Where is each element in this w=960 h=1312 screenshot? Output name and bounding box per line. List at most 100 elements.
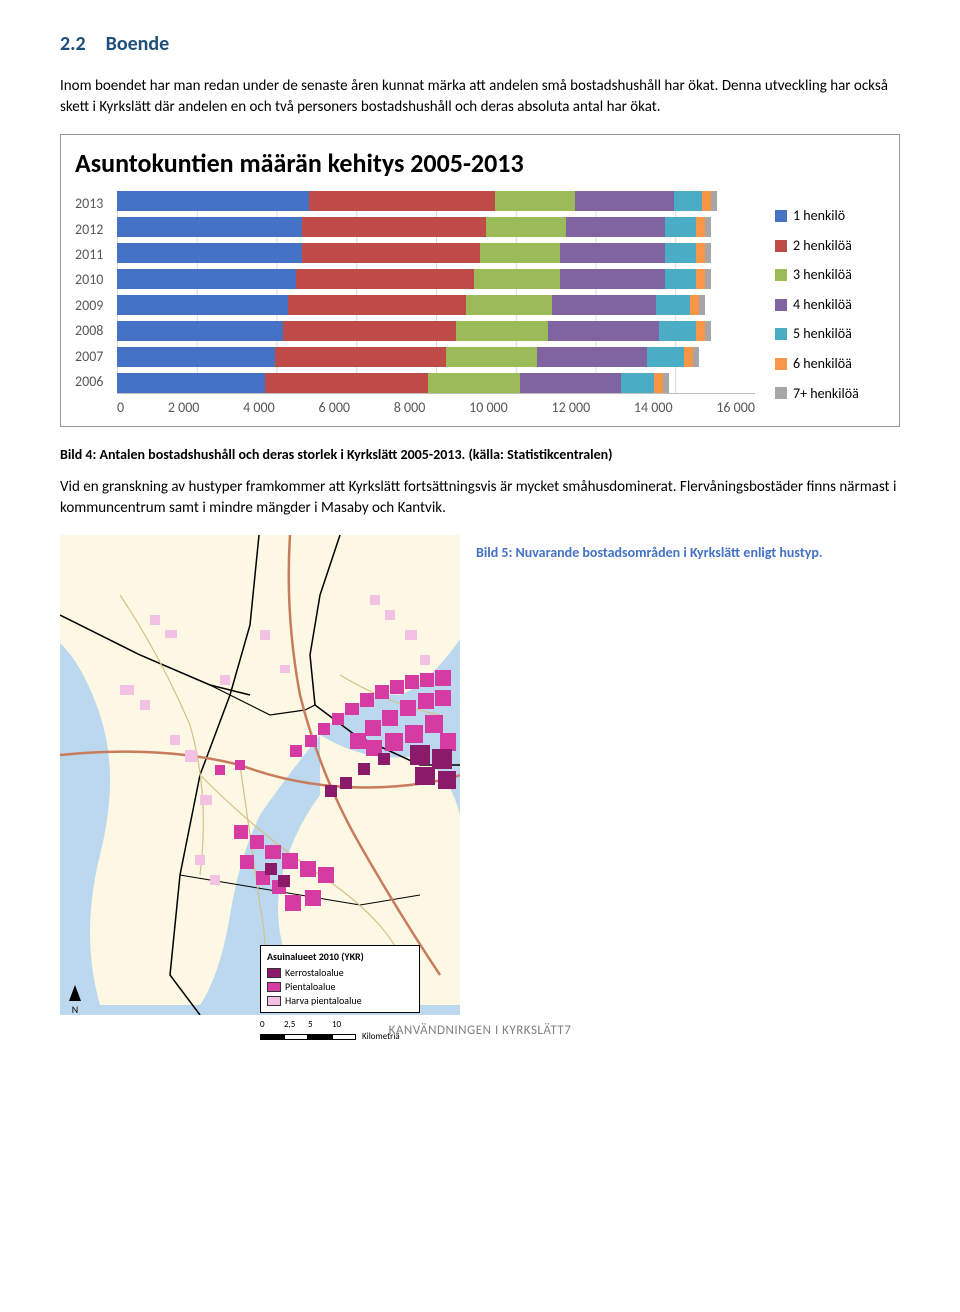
- bar-segment: [696, 321, 705, 341]
- bar-segment: [283, 321, 455, 341]
- bar-segment: [480, 243, 560, 263]
- bar-row: [117, 321, 733, 341]
- bar-segment: [302, 217, 487, 237]
- map-legend: Asuinalueet 2010 (YKR) KerrostaloaluePie…: [260, 945, 420, 1013]
- chart-title: Asuntokuntien määrän kehitys 2005-2013: [75, 145, 885, 181]
- bar-segment: [705, 269, 711, 289]
- chart-y-label: 2011: [75, 245, 111, 265]
- bar-segment: [466, 295, 552, 315]
- legend-label: 6 henkilöä: [793, 354, 852, 374]
- para-2: Vid en granskning av hustyper framkommer…: [60, 477, 900, 519]
- bar-segment: [117, 269, 296, 289]
- legend-label: 2 henkilöä: [793, 236, 852, 256]
- map: N Asuinalueet 2010 (YKR) KerrostaloalueP…: [60, 535, 460, 1044]
- bar-segment: [117, 191, 309, 211]
- bar-segment: [117, 217, 302, 237]
- legend-label: 4 henkilöä: [793, 295, 852, 315]
- legend-swatch: [775, 358, 787, 370]
- caption-4: Bild 4: Antalen bostadshushåll och deras…: [60, 445, 900, 465]
- chart-x-label: 8 000: [394, 398, 426, 418]
- bar-segment: [495, 191, 575, 211]
- bar-segment: [674, 191, 702, 211]
- bar-segment: [265, 373, 428, 393]
- caption-5: Bild 5: Nuvarande bostadsområden i Kyrks…: [476, 543, 900, 563]
- bar-segment: [309, 191, 495, 211]
- bar-segment: [690, 295, 699, 315]
- chart-x-label: 14 000: [634, 398, 673, 418]
- bar-segment: [117, 373, 265, 393]
- legend-label: 7+ henkilöä: [793, 384, 859, 404]
- legend-label: 1 henkilö: [793, 206, 845, 226]
- bar-segment: [117, 295, 288, 315]
- legend-item: 3 henkilöä: [775, 265, 885, 285]
- bar-segment: [566, 217, 665, 237]
- bar-segment: [560, 269, 665, 289]
- bar-segment: [702, 191, 711, 211]
- chart-x-label: 4 000: [243, 398, 275, 418]
- chart-x-label: 6 000: [318, 398, 350, 418]
- map-legend-swatch: [267, 982, 281, 992]
- legend-label: 5 henkilöä: [793, 324, 852, 344]
- chart-y-labels: 20132012201120102009200820072006: [75, 191, 117, 394]
- bar-segment: [428, 373, 520, 393]
- legend-item: 6 henkilöä: [775, 354, 885, 374]
- chart-y-label: 2006: [75, 372, 111, 392]
- bar-segment: [296, 269, 475, 289]
- chart-x-label: 12 000: [552, 398, 591, 418]
- section-number: 2.2: [60, 32, 86, 56]
- chart-bars: [117, 191, 755, 394]
- bar-segment: [693, 347, 699, 367]
- bar-segment: [696, 243, 705, 263]
- legend-swatch: [775, 240, 787, 252]
- bar-segment: [711, 191, 717, 211]
- bar-chart: Asuntokuntien määrän kehitys 2005-2013 2…: [60, 134, 900, 427]
- chart-x-labels: 02 0004 0006 0008 00010 00012 00014 0001…: [117, 398, 755, 418]
- svg-text:N: N: [72, 1003, 78, 1015]
- bar-segment: [117, 347, 275, 367]
- legend-label: 3 henkilöä: [793, 265, 852, 285]
- bar-segment: [696, 269, 705, 289]
- bar-segment: [621, 373, 654, 393]
- bar-segment: [665, 269, 696, 289]
- bar-segment: [654, 373, 663, 393]
- bar-segment: [548, 321, 659, 341]
- bar-row: [117, 191, 736, 211]
- legend-swatch: [775, 387, 787, 399]
- chart-x-label: 10 000: [469, 398, 508, 418]
- legend-item: 5 henkilöä: [775, 324, 885, 344]
- map-legend-row: Kerrostaloalue: [267, 966, 413, 980]
- bar-segment: [665, 217, 696, 237]
- bar-segment: [665, 243, 696, 263]
- bar-segment: [117, 243, 302, 263]
- bar-segment: [575, 191, 674, 211]
- chart-y-label: 2010: [75, 270, 111, 290]
- bar-segment: [446, 347, 537, 367]
- bar-segment: [659, 321, 696, 341]
- bar-row: [117, 243, 733, 263]
- legend-item: 7+ henkilöä: [775, 384, 885, 404]
- chart-y-label: 2008: [75, 321, 111, 341]
- bar-segment: [456, 321, 548, 341]
- bar-segment: [520, 373, 621, 393]
- legend-swatch: [775, 269, 787, 281]
- chart-y-label: 2007: [75, 347, 111, 367]
- bar-segment: [647, 347, 684, 367]
- map-legend-swatch: [267, 968, 281, 978]
- bar-segment: [560, 243, 665, 263]
- chart-x-label: 2 000: [168, 398, 200, 418]
- map-legend-label: Harva pientaloalue: [285, 994, 362, 1008]
- bar-segment: [696, 217, 705, 237]
- map-legend-label: Pientaloalue: [285, 980, 336, 994]
- bar-row: [117, 347, 726, 367]
- bar-segment: [486, 217, 566, 237]
- legend-swatch: [775, 328, 787, 340]
- section-title: Boende: [106, 32, 170, 56]
- legend-item: 1 henkilö: [775, 206, 885, 226]
- bar-segment: [705, 321, 711, 341]
- bar-row: [117, 217, 733, 237]
- bar-segment: [663, 373, 669, 393]
- bar-segment: [537, 347, 647, 367]
- para-1: Inom boendet har man redan under de sena…: [60, 76, 900, 118]
- legend-item: 4 henkilöä: [775, 295, 885, 315]
- bar-segment: [474, 269, 560, 289]
